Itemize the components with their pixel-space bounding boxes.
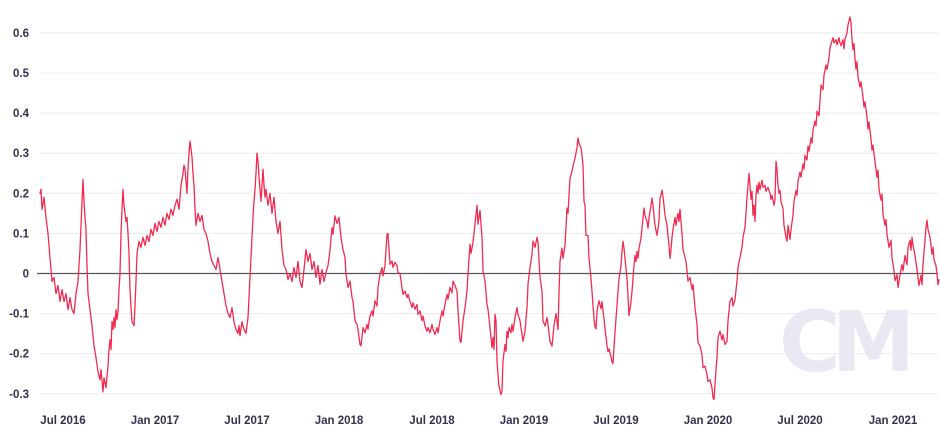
x-tick-label: Jan 2018 — [315, 415, 364, 427]
y-axis-labels: 0.6 0.5 0.4 0.3 0.2 0.1 0 -0.1 -0.2 -0.3 — [9, 28, 29, 401]
x-tick-label: Jul 2018 — [409, 415, 455, 427]
x-tick-label: Jul 2020 — [777, 415, 822, 427]
y-tick-label: 0 — [23, 269, 29, 281]
y-tick-label: 0.5 — [13, 68, 30, 80]
y-tick-label: 0.1 — [13, 228, 30, 240]
y-tick-label: 0.3 — [13, 148, 29, 160]
x-tick-label: Jul 2019 — [593, 415, 638, 427]
x-axis-labels: Jul 2016 Jan 2017 Jul 2017 Jan 2018 Jul 2018… — [40, 415, 918, 427]
y-tick-label: -0.1 — [9, 309, 29, 321]
x-tick-label: Jan 2017 — [131, 415, 180, 427]
y-tick-label: -0.2 — [9, 349, 29, 361]
y-tick-label: 0.6 — [13, 28, 29, 40]
x-tick-label: Jul 2017 — [224, 415, 269, 427]
series-line — [39, 16, 940, 401]
x-tick-label: Jan 2021 — [869, 415, 918, 427]
y-tick-label: 0.4 — [13, 108, 30, 120]
watermark-logo: CM — [779, 293, 908, 391]
x-tick-label: Jan 2020 — [684, 415, 733, 427]
y-tick-label: -0.3 — [9, 389, 29, 401]
gridlines — [40, 32, 938, 395]
x-tick-label: Jul 2016 — [40, 415, 85, 427]
x-tick-label: Jan 2019 — [500, 415, 549, 427]
y-tick-label: 0.2 — [13, 188, 29, 200]
